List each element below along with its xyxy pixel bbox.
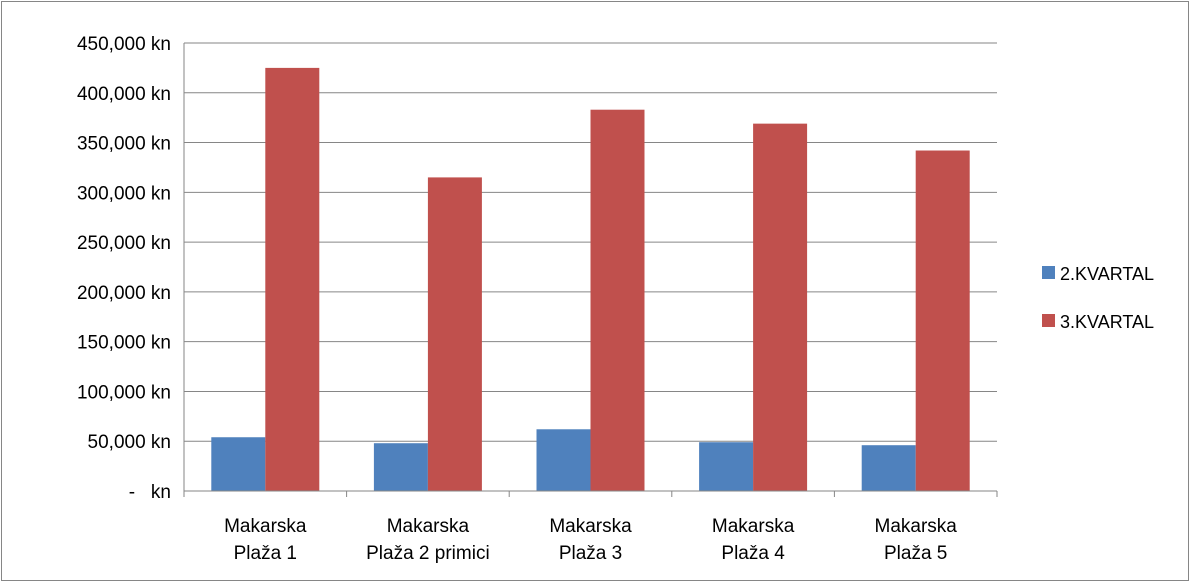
bar-3-kvartal-4 [753, 123, 808, 491]
bars [211, 67, 970, 492]
x-category-label: Makarska [712, 516, 795, 537]
x-category-label: Plaža 4 [721, 543, 785, 564]
x-category-label: Makarska [387, 516, 470, 537]
y-tick-label: 450,000 kn [77, 34, 171, 55]
y-tick-label: 400,000 kn [77, 84, 171, 105]
y-tick-label: 50,000 kn [88, 432, 171, 453]
bar-2-kvartal-4 [699, 442, 754, 491]
bar-3-kvartal-3 [590, 109, 645, 492]
y-tick-labels: - kn 50,000 kn 100,000 kn 150,000 kn 200,000… [77, 34, 171, 503]
x-category-label: Makarska [549, 516, 632, 537]
bar-2-kvartal-3 [536, 429, 591, 491]
y-tick-label: 200,000 kn [77, 283, 171, 304]
x-category-label: Plaža 3 [559, 543, 622, 564]
y-tick-label: 300,000 kn [77, 183, 171, 204]
legend-swatch [1042, 314, 1055, 327]
legend-swatch [1042, 266, 1055, 279]
x-category-label: Plaža 2 primici [366, 543, 490, 564]
x-category-label: Plaža 1 [234, 543, 297, 564]
bar-2-kvartal-2 [373, 443, 428, 491]
bar-3-kvartal-2 [427, 177, 482, 491]
x-category-label: Makarska [875, 516, 958, 537]
axes [183, 43, 998, 497]
y-tick-label: - kn [129, 482, 171, 503]
legend-label: 3.KVARTAL [1060, 312, 1154, 332]
y-tick-label: 250,000 kn [77, 233, 171, 254]
bar-2-kvartal-1 [211, 437, 266, 491]
x-category-label: Makarska [224, 516, 307, 537]
legend-label: 2.KVARTAL [1060, 264, 1154, 284]
x-category-label: Plaža 5 [884, 543, 947, 564]
y-tick-label: 350,000 kn [77, 134, 171, 155]
bar-3-kvartal-5 [915, 150, 970, 491]
x-category-labels: Makarska Plaža 1 Makarska Plaža 2 primici Ma… [224, 516, 957, 564]
bar-3-kvartal-1 [265, 67, 320, 491]
bar-2-kvartal-5 [861, 445, 916, 491]
legend: 2.KVARTAL 3.KVARTAL [1042, 264, 1154, 332]
y-tick-label: 150,000 kn [77, 333, 171, 354]
y-tick-label: 100,000 kn [77, 382, 171, 403]
